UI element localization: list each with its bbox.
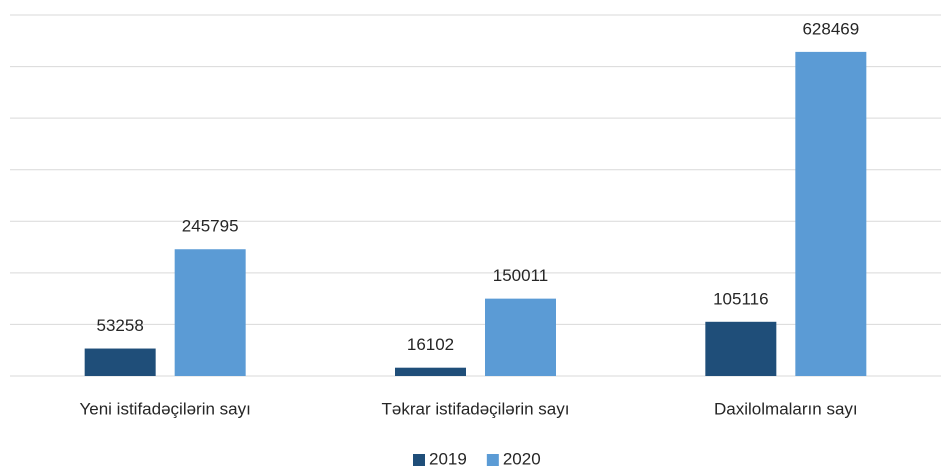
legend-label: 2019 xyxy=(429,449,467,468)
bar xyxy=(705,321,777,376)
data-label: 150011 xyxy=(493,266,548,285)
data-label: 53258 xyxy=(97,316,144,335)
legend-swatch xyxy=(486,454,499,466)
data-label: 628469 xyxy=(802,19,859,38)
bar xyxy=(84,348,156,376)
data-label: 105116 xyxy=(713,289,768,308)
x-tick-label: Daxilolmaların sayı xyxy=(714,399,858,418)
bar xyxy=(795,51,867,376)
bar xyxy=(174,249,246,376)
x-tick-label: Təkrar istifadəçilərin sayı xyxy=(381,399,569,418)
data-label: 16102 xyxy=(407,335,454,354)
x-tick-label: Yeni istifadəçilərin sayı xyxy=(79,399,250,418)
data-label: 245795 xyxy=(182,217,239,236)
legend-swatch xyxy=(413,454,425,466)
legend-label: 2020 xyxy=(503,449,541,468)
bar xyxy=(395,367,466,376)
bar xyxy=(485,298,556,376)
